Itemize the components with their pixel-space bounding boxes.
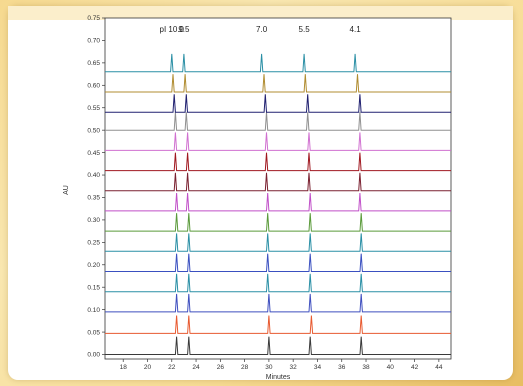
x-tick-label: 34 — [314, 364, 322, 371]
chromatogram-trace — [105, 94, 451, 113]
y-tick-label: 0.05 — [87, 329, 100, 336]
chromatogram-trace — [105, 293, 451, 313]
x-tick-label: 22 — [168, 364, 176, 371]
x-tick-label: 20 — [144, 364, 152, 371]
peak-label: pI 10.0 — [160, 25, 185, 34]
x-tick-label: 42 — [411, 364, 419, 371]
y-tick-label: 0.70 — [87, 38, 100, 45]
x-axis-ticks: 18 20 22 24 26 28 30 32 34 36 38 40 42 44 — [120, 359, 443, 371]
x-axis-label: Minutes — [266, 374, 291, 381]
peak-label: 4.1 — [350, 25, 362, 34]
y-tick-label: 0.15 — [87, 284, 100, 291]
y-tick-label: 0.75 — [87, 15, 100, 22]
y-tick-label: 0.45 — [87, 150, 100, 157]
x-tick-label: 28 — [241, 364, 249, 371]
y-tick-label: 0.35 — [87, 195, 100, 202]
chromatogram-trace — [105, 152, 451, 172]
x-tick-label: 26 — [217, 364, 225, 371]
chromatogram-trace — [105, 336, 451, 355]
chromatogram-trace — [105, 253, 451, 272]
x-tick-label: 32 — [290, 364, 298, 371]
y-tick-label: 0.20 — [87, 262, 100, 269]
header-strip — [8, 6, 513, 20]
chromatogram-trace — [105, 132, 451, 151]
x-tick-label: 24 — [192, 364, 200, 371]
x-tick-label: 30 — [265, 364, 273, 371]
peak-label: 5.5 — [299, 25, 311, 34]
chromatogram-trace — [105, 192, 451, 212]
y-tick-label: 0.50 — [87, 127, 100, 134]
y-axis-label: AU — [63, 185, 70, 195]
x-tick-label: 38 — [362, 364, 370, 371]
y-axis-ticks: 0.00 0.05 0.10 0.15 0.20 0.25 0.30 0.35 0.40 0.45… — [87, 15, 105, 359]
plot-frame — [104, 17, 452, 360]
x-tick-label: 36 — [338, 364, 346, 371]
x-tick-label: 44 — [435, 364, 443, 371]
y-tick-label: 0.40 — [87, 172, 100, 179]
peak-labels: pI 10.09.5 7.0 5.5 4.1 — [160, 25, 362, 34]
traces — [105, 53, 451, 355]
peak-label: 7.0 — [256, 25, 268, 34]
peak-label: 9.5 — [178, 25, 190, 34]
chromatogram-trace — [105, 74, 451, 93]
x-tick-label: 40 — [387, 364, 395, 371]
y-tick-label: 0.00 — [87, 352, 100, 359]
y-tick-label: 0.10 — [87, 307, 100, 314]
chromatogram-trace — [105, 315, 451, 334]
x-tick-label: 18 — [120, 364, 128, 371]
chromatogram-trace — [105, 213, 451, 232]
y-tick-label: 0.30 — [87, 217, 100, 224]
y-tick-label: 0.65 — [87, 60, 100, 67]
chromatogram-trace — [105, 233, 451, 252]
chromatogram-trace — [105, 172, 451, 192]
chromatogram-trace — [105, 273, 451, 293]
y-tick-label: 0.25 — [87, 240, 100, 247]
y-tick-label: 0.60 — [87, 83, 100, 90]
y-tick-label: 0.55 — [87, 105, 100, 112]
chromatogram-trace — [105, 53, 451, 73]
